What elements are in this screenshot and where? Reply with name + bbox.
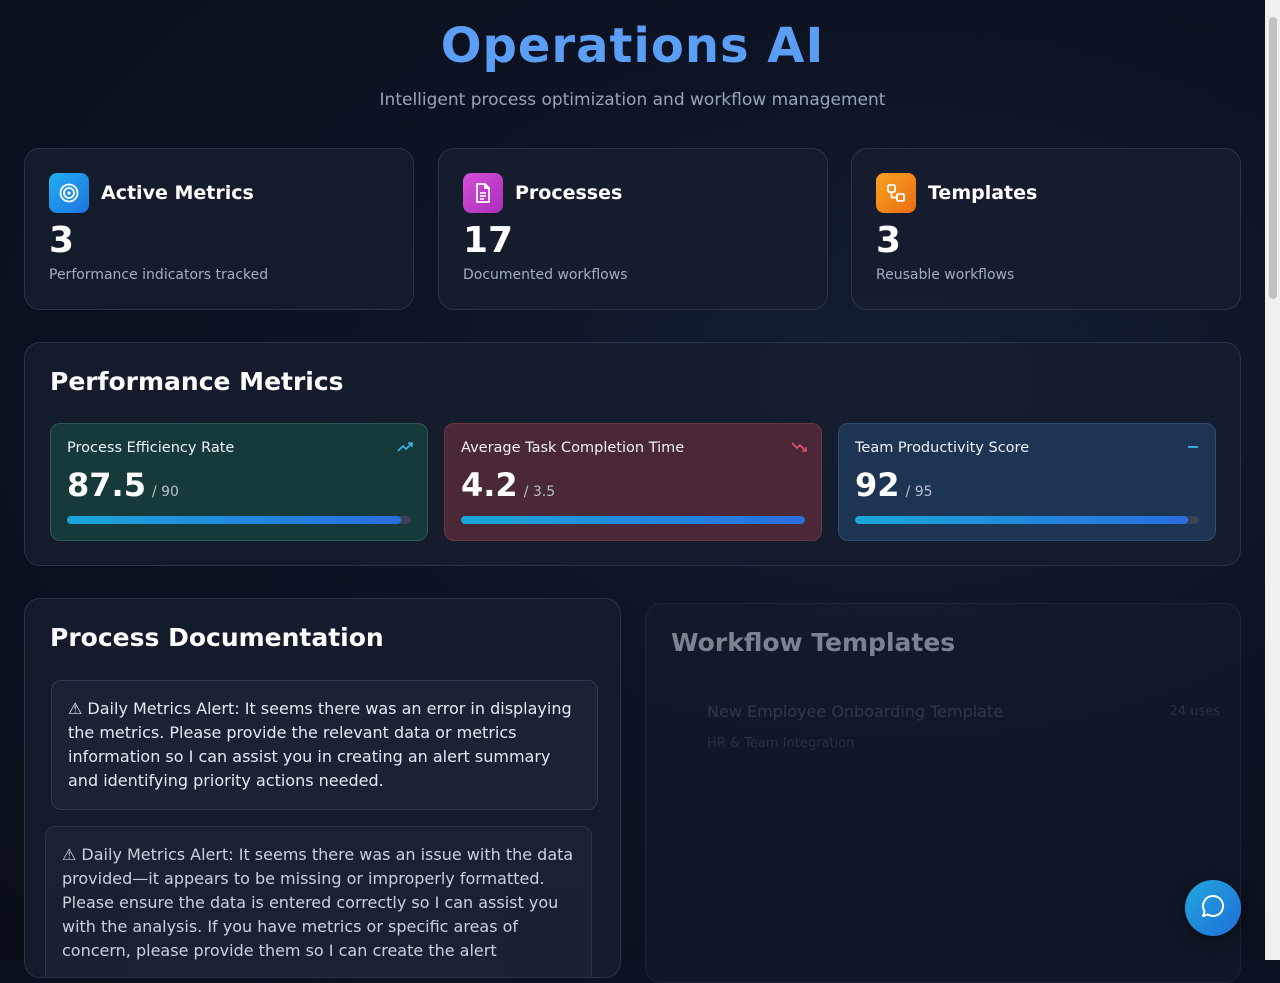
chat-button[interactable] xyxy=(1185,880,1241,936)
template-item[interactable]: New Employee Onboarding Template HR & Te… xyxy=(686,694,1222,764)
alert-text: ⚠ Daily Metrics Alert: It seems there wa… xyxy=(68,699,572,790)
workflow-templates-panel: Workflow Templates New Employee Onboardi… xyxy=(645,603,1241,983)
metric-name: Average Task Completion Time xyxy=(461,440,685,456)
section-title: Process Documentation xyxy=(50,623,384,652)
document-icon xyxy=(463,173,503,213)
metric-name: Process Efficiency Rate xyxy=(67,440,235,456)
chat-bubble-icon xyxy=(1200,893,1226,923)
progress-fill xyxy=(67,516,402,524)
progress-fill xyxy=(461,516,805,524)
template-uses: 24 uses xyxy=(1169,704,1220,719)
stat-description: Documented workflows xyxy=(463,267,628,283)
progress-bar xyxy=(855,516,1199,524)
stat-value: 17 xyxy=(463,220,514,261)
trend-down-icon xyxy=(791,438,807,457)
stat-description: Performance indicators tracked xyxy=(49,267,269,283)
section-title: Performance Metrics xyxy=(50,367,344,396)
performance-metrics-panel: Performance Metrics Process Efficiency R… xyxy=(24,342,1241,566)
page: Operations AI Intelligent process optimi… xyxy=(24,18,1241,983)
metric-card-productivity[interactable]: Team Productivity Score 92 / 95 xyxy=(838,423,1216,541)
stat-card-processes: Processes 17 Documented workflows xyxy=(438,148,828,310)
stat-value: 3 xyxy=(876,220,902,261)
metric-value: 87.5 xyxy=(67,466,146,504)
stat-title: Active Metrics xyxy=(101,182,254,204)
metric-target: / 90 xyxy=(151,484,179,500)
template-name: New Employee Onboarding Template xyxy=(707,702,1004,721)
stat-title: Templates xyxy=(928,182,1038,204)
metric-card-completion-time[interactable]: Average Task Completion Time 4.2 / 3.5 xyxy=(444,423,822,541)
metric-value: 4.2 xyxy=(461,466,518,504)
template-category: HR & Team Integration xyxy=(707,736,855,751)
metric-card-efficiency[interactable]: Process Efficiency Rate 87.5 / 90 xyxy=(50,423,428,541)
process-documentation-panel: Process Documentation ⚠ Daily Metrics Al… xyxy=(24,598,621,978)
progress-fill xyxy=(855,516,1188,524)
metric-target: / 3.5 xyxy=(523,484,556,500)
stat-title: Processes xyxy=(515,182,623,204)
page-subtitle: Intelligent process optimization and wor… xyxy=(379,90,886,110)
alert-card[interactable]: ⚠ Daily Metrics Alert: It seems there wa… xyxy=(51,680,598,810)
metric-target: / 95 xyxy=(905,484,933,500)
stat-description: Reusable workflows xyxy=(876,267,1015,283)
progress-bar xyxy=(67,516,411,524)
page-scrollbar[interactable] xyxy=(1265,0,1280,960)
stat-card-active-metrics: Active Metrics 3 Performance indicators … xyxy=(24,148,414,310)
trend-flat-icon xyxy=(1185,438,1201,457)
target-icon xyxy=(49,173,89,213)
trend-up-icon xyxy=(397,438,413,457)
stat-value: 3 xyxy=(49,220,75,261)
metric-name: Team Productivity Score xyxy=(855,440,1030,456)
alert-card[interactable]: ⚠ Daily Metrics Alert: It seems there wa… xyxy=(45,826,592,977)
page-title: Operations AI xyxy=(440,18,825,74)
workflow-icon xyxy=(876,173,916,213)
scrollbar-thumb[interactable] xyxy=(1269,17,1277,299)
progress-bar xyxy=(461,516,805,524)
stat-card-templates: Templates 3 Reusable workflows xyxy=(851,148,1241,310)
alert-text: ⚠ Daily Metrics Alert: It seems there wa… xyxy=(62,845,574,960)
section-title: Workflow Templates xyxy=(671,628,956,657)
metric-value: 92 xyxy=(855,466,900,504)
